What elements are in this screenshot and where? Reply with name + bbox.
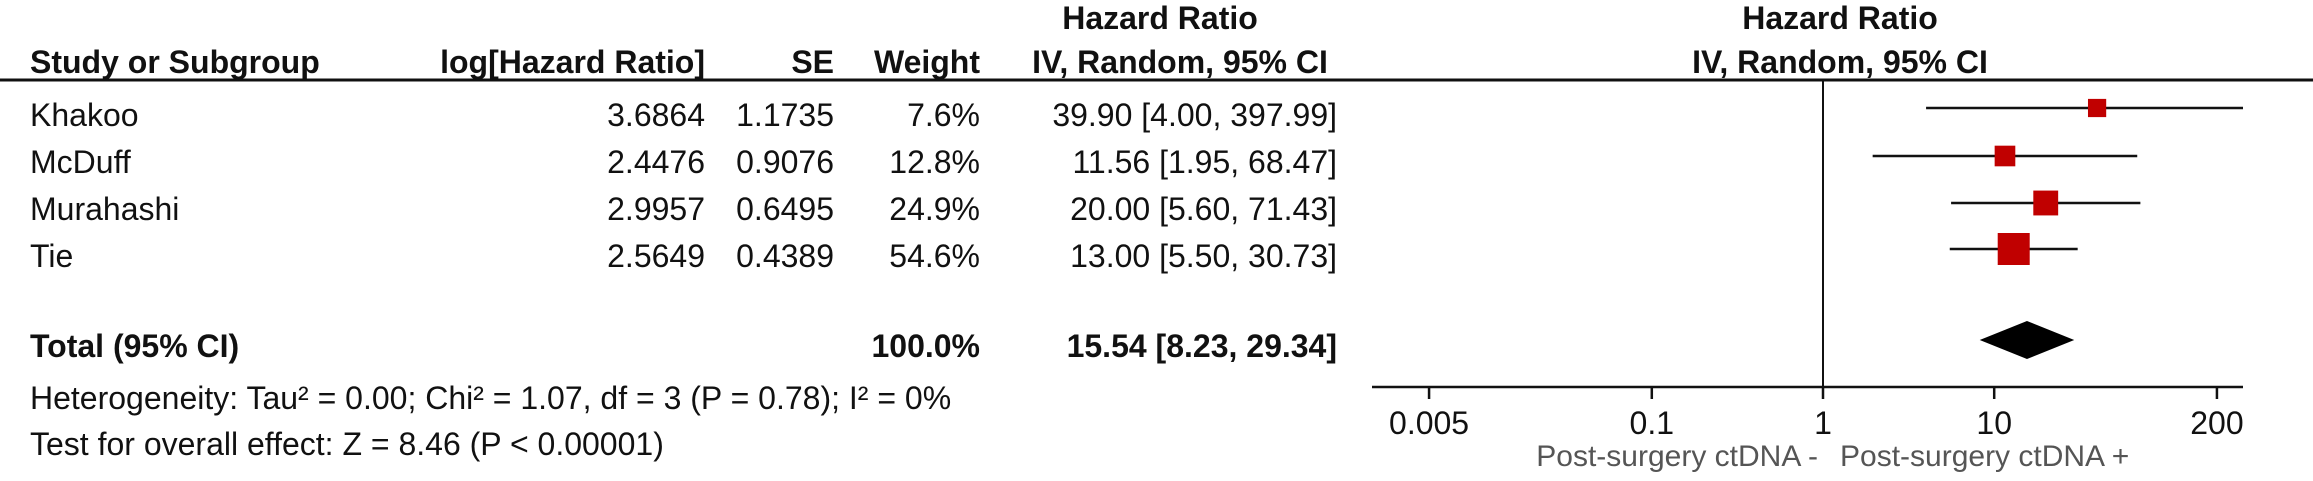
log-hr-value: 2.5649	[607, 238, 705, 274]
weight-value: 54.6%	[889, 238, 980, 274]
se-value: 0.4389	[736, 238, 834, 274]
hr-method-header: IV, Random, 95% CI	[1032, 44, 1328, 80]
total-weight: 100.0%	[871, 328, 980, 364]
ci-value: 11.56 [1.95, 68.47]	[1072, 144, 1337, 180]
se-column-header: SE	[791, 44, 834, 80]
log-hr-value: 2.9957	[607, 191, 705, 227]
se-value: 1.1735	[736, 97, 834, 133]
summary-diamond	[1979, 321, 2075, 359]
weight-value: 12.8%	[889, 144, 980, 180]
ci-value: 13.00 [5.50, 30.73]	[1070, 238, 1337, 274]
plot-title: Hazard Ratio	[1742, 0, 1938, 36]
weight-column-header: Weight	[873, 44, 980, 80]
ci-value: 39.90 [4.00, 397.99]	[1052, 97, 1337, 133]
log-hr-value: 3.6864	[607, 97, 705, 133]
x-tick-label: 10	[1976, 405, 2012, 441]
weight-value: 7.6%	[907, 97, 980, 133]
log-hr-column-header: log[Hazard Ratio]	[440, 44, 705, 80]
study-name: Murahashi	[30, 191, 180, 227]
axis-left-label: Post-surgery ctDNA -	[1536, 440, 1818, 473]
overall-effect-text: Test for overall effect: Z = 8.46 (P < 0…	[30, 426, 664, 462]
study-name: Khakoo	[30, 97, 139, 133]
point-marker-murahashi	[2033, 190, 2059, 216]
x-tick-label: 1	[1814, 405, 1832, 441]
se-value: 0.6495	[736, 191, 834, 227]
ci-value: 20.00 [5.60, 71.43]	[1070, 191, 1337, 227]
weight-value: 24.9%	[889, 191, 980, 227]
point-marker-khakoo	[2087, 98, 2107, 118]
hr-column-title: Hazard Ratio	[1062, 0, 1258, 36]
total-ci: 15.54 [8.23, 29.34]	[1066, 328, 1337, 364]
log-hr-value: 2.4476	[607, 144, 705, 180]
study-column-header: Study or Subgroup	[30, 44, 320, 80]
axis-right-label: Post-surgery ctDNA +	[1840, 440, 2129, 473]
point-marker-mcduff	[1994, 145, 2016, 167]
x-tick-label: 200	[2190, 405, 2243, 441]
x-tick-label: 0.1	[1630, 405, 1674, 441]
total-label: Total (95% CI)	[30, 328, 240, 364]
se-value: 0.9076	[736, 144, 834, 180]
x-tick-label: 0.005	[1389, 405, 1469, 441]
heterogeneity-text: Heterogeneity: Tau² = 0.00; Chi² = 1.07,…	[30, 380, 952, 416]
plot-method-header: IV, Random, 95% CI	[1692, 44, 1988, 80]
study-name: McDuff	[30, 144, 131, 180]
point-marker-tie	[1997, 233, 2030, 265]
study-name: Tie	[30, 238, 74, 274]
